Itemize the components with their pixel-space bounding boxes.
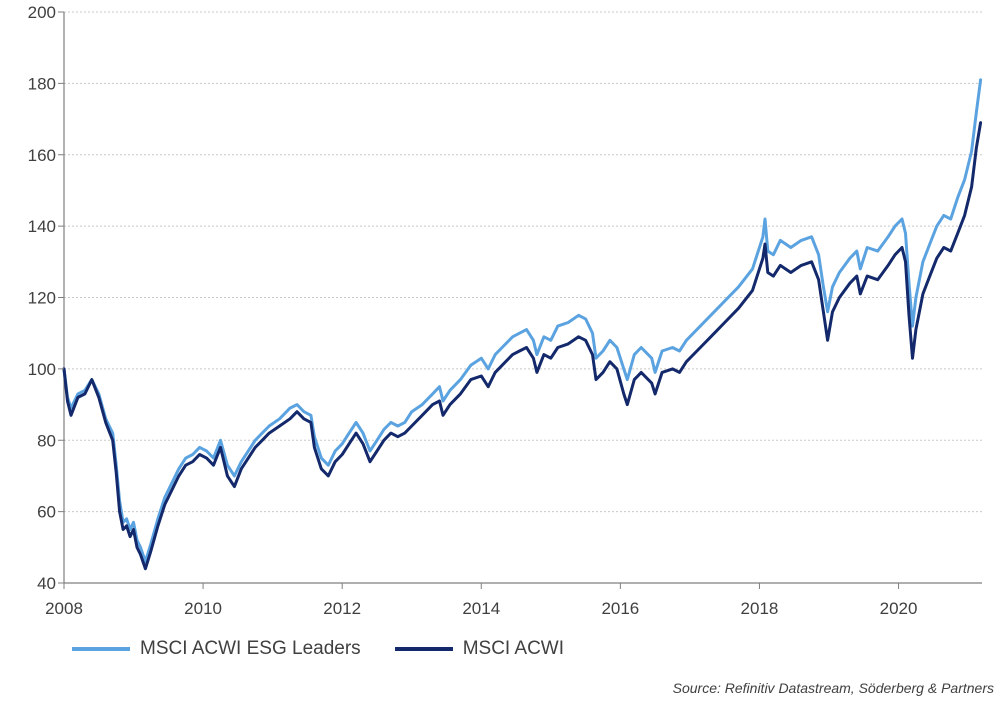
x-tick-label-2014: 2014: [462, 599, 500, 618]
y-tick-label-140: 140: [28, 217, 56, 236]
legend-swatch-acwi: [394, 647, 453, 651]
legend: MSCI ACWI ESG Leaders MSCI ACWI: [72, 638, 598, 660]
legend-item-esg-leaders: MSCI ACWI ESG Leaders: [72, 638, 361, 660]
x-tick-label-2008: 2008: [45, 599, 83, 618]
x-tick-label-2012: 2012: [323, 599, 361, 618]
y-tick-label-180: 180: [28, 74, 56, 93]
y-axis-ticks: 40 60 80 100 120 140 160 180 200: [28, 3, 64, 593]
legend-swatch-esg-leaders: [72, 647, 130, 651]
y-tick-label-160: 160: [28, 146, 56, 165]
series-line-acwi: [62, 121, 983, 571]
x-tick-label-2016: 2016: [601, 599, 639, 618]
y-tick-label-200: 200: [28, 3, 56, 22]
x-axis-ticks: 2008 2010 2012 2014 2016 2018 2020: [45, 583, 917, 618]
x-tick-label-2010: 2010: [184, 599, 222, 618]
line-chart: 40 60 80 100 120 140 160 180 200 2008 2010 2012 201…: [28, 3, 983, 618]
source-note: Source: Refinitiv Datastream, Söderberg …: [672, 680, 994, 696]
x-tick-label-2020: 2020: [880, 599, 918, 618]
y-tick-label-80: 80: [37, 431, 56, 450]
legend-label-acwi: MSCI ACWI: [462, 638, 565, 659]
x-tick-label-2018: 2018: [741, 599, 779, 618]
series-lines: [62, 78, 983, 571]
y-tick-label-40: 40: [37, 574, 56, 593]
gridlines: [64, 11, 982, 513]
legend-item-acwi: MSCI ACWI: [394, 638, 565, 660]
y-tick-label-120: 120: [28, 289, 56, 308]
y-tick-label-60: 60: [37, 503, 56, 522]
y-tick-label-100: 100: [28, 360, 56, 379]
series-line-esg-leaders: [62, 78, 983, 564]
legend-label-esg-leaders: MSCI ACWI ESG Leaders: [140, 638, 361, 659]
